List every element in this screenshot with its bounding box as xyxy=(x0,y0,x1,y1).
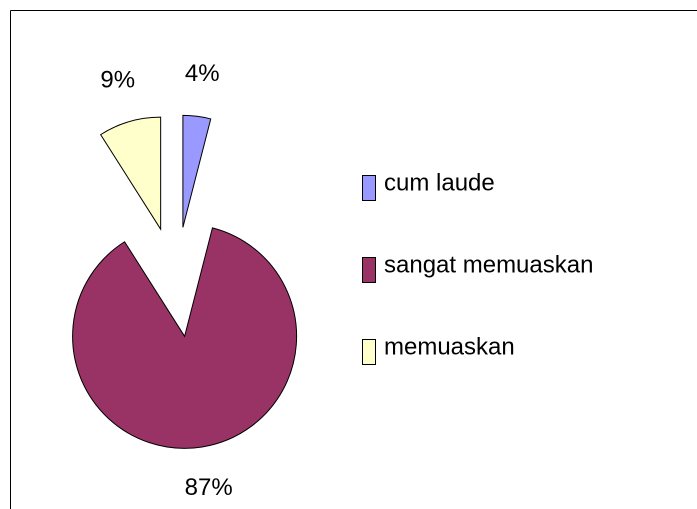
data-label: 9% xyxy=(100,67,135,94)
legend-label: sangat memuaskan xyxy=(384,251,593,278)
data-label: 87% xyxy=(185,474,233,501)
legend-label: memuaskan xyxy=(384,333,515,360)
legend-label: cum laude xyxy=(384,169,495,196)
legend-swatch xyxy=(362,339,376,365)
legend-swatch xyxy=(362,175,376,201)
data-label: 4% xyxy=(185,60,220,87)
legend-swatch xyxy=(362,257,376,283)
pie-slice xyxy=(72,227,298,449)
pie-slice xyxy=(99,116,162,231)
pie-slice xyxy=(182,114,212,228)
